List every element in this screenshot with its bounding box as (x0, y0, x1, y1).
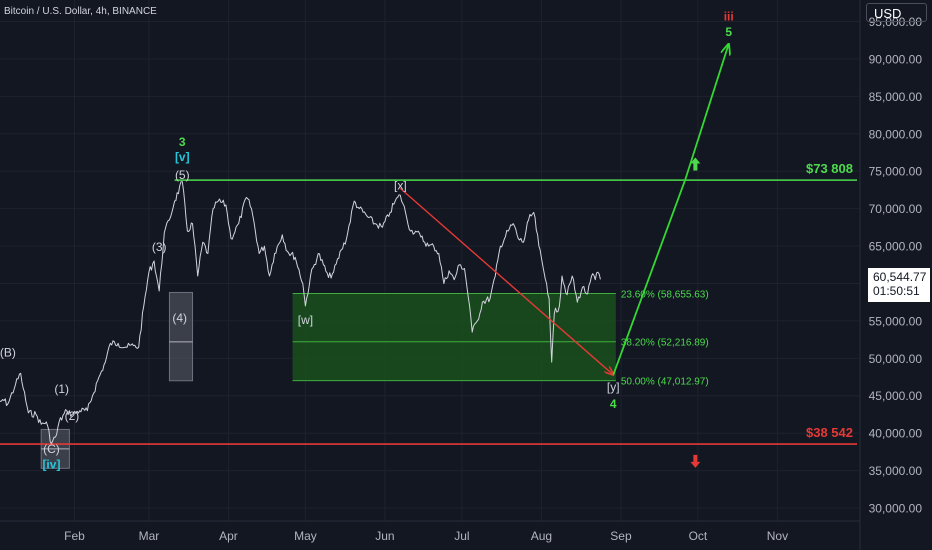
y-tick-label: 90,000.00 (869, 52, 923, 66)
y-tick-label: 75,000.00 (869, 165, 923, 179)
wave-label: (4) (172, 311, 187, 325)
fib-level-label: 23.60% (58,655.63) (621, 290, 709, 301)
wave-label: [w] (298, 313, 313, 327)
y-tick-label: 40,000.00 (869, 427, 923, 441)
x-tick-label: Jul (454, 529, 469, 543)
x-tick-label: May (294, 529, 317, 543)
up-arrow-icon (690, 157, 701, 171)
y-tick-label: 95,000.00 (869, 15, 923, 29)
gray-boxes (40, 291, 194, 469)
currency-button[interactable]: USD (866, 3, 927, 22)
y-tick-label: 55,000.00 (869, 314, 923, 328)
wave-arrows (399, 44, 728, 376)
wave-label: (3) (152, 240, 167, 254)
price-levels: $73 808 $38 542 (0, 161, 857, 445)
fib-level-label: 50.00% (47,012.97) (621, 377, 709, 388)
y-tick-label: 85,000.00 (869, 90, 923, 104)
wave-label: [v] (175, 150, 190, 164)
wave-label: (1) (54, 382, 69, 396)
x-tick-label: Nov (767, 529, 788, 543)
wave-label: [y] (607, 380, 620, 394)
x-tick-label: Aug (531, 529, 552, 543)
wave-label: (C) (43, 442, 60, 456)
markers (690, 157, 701, 468)
y-tick-label: 70,000.00 (869, 202, 923, 216)
projection-arrow (612, 44, 728, 376)
price-level-label: $38 542 (806, 425, 853, 440)
wave-label: 5 (725, 25, 732, 39)
decline-arrow (399, 187, 613, 374)
y-tick-label: 80,000.00 (869, 127, 923, 141)
grid (0, 0, 860, 521)
price-level-label: $73 808 (806, 161, 853, 176)
wave-label: iii (724, 9, 734, 23)
down-arrow-icon (690, 454, 701, 468)
x-tick-label: Sep (610, 529, 632, 543)
gray-range-box (168, 291, 194, 382)
x-tick-label: Jun (375, 529, 394, 543)
y-tick-label: 30,000.00 (869, 502, 923, 516)
wave-label: 3 (179, 135, 186, 149)
y-tick-label: 65,000.00 (869, 240, 923, 254)
bar-countdown: 01:50:51 (873, 284, 920, 298)
wave-label: [iv] (42, 458, 60, 472)
wave-labels: (B)(1)(2)(C)[iv](3)(4)(5)[v]3[w][x][y]45… (0, 9, 734, 471)
symbol-title: Bitcoin / U.S. Dollar, 4h, BINANCE (4, 6, 157, 17)
x-tick-label: Apr (219, 529, 238, 543)
wave-label: [x] (394, 178, 407, 192)
x-tick-label: Feb (64, 529, 85, 543)
last-price-badge: 60,544.77 01:50:51 (868, 268, 930, 302)
wave-label: (B) (0, 345, 16, 359)
fib-level-label: 38.20% (52,216.89) (621, 338, 709, 349)
last-price-value: 60,544.77 (873, 270, 927, 284)
wave-label: (2) (65, 409, 80, 423)
fib-zone: 23.60% (58,655.63) 38.20% (52,216.89) 50.0… (292, 290, 709, 388)
y-tick-label: 50,000.00 (869, 352, 923, 366)
btc-price-line (0, 181, 601, 445)
x-tick-label: Mar (139, 529, 160, 543)
wave-label: (5) (175, 168, 190, 182)
fib-zone-fill (292, 293, 616, 381)
y-tick-label: 35,000.00 (869, 464, 923, 478)
price-series (0, 181, 601, 445)
x-tick-label: Oct (689, 529, 708, 543)
y-tick-label: 45,000.00 (869, 389, 923, 403)
wave-label: 4 (610, 397, 617, 411)
